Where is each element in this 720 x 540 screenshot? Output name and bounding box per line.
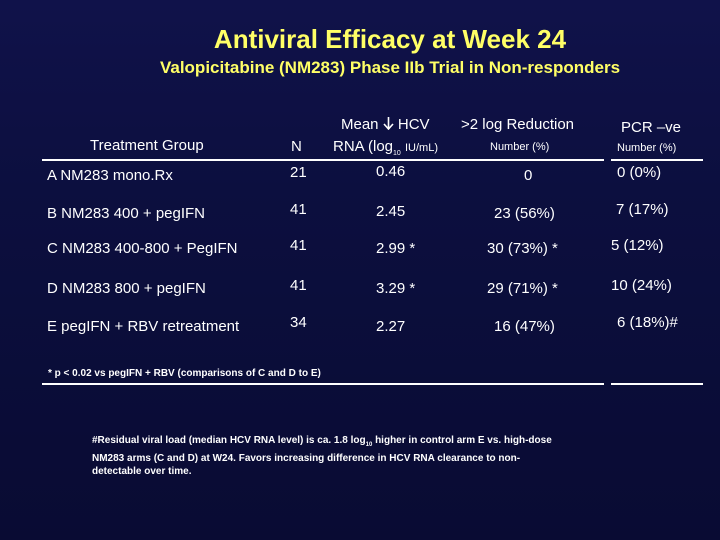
cell-mean: 2.27 <box>376 318 406 335</box>
note-text-part1: #Residual viral load (median HCV RNA lev… <box>92 435 366 446</box>
cell-pcr: 7 (17%) <box>616 201 669 218</box>
cell-mean: 3.29 * <box>376 280 416 297</box>
significance-footnote: * p < 0.02 vs pegIFN + RBV (comparisons … <box>48 368 321 379</box>
cell-reduction: 16 (47%) <box>494 318 555 335</box>
cell-group: A NM283 mono.Rx <box>47 167 173 184</box>
cell-n: 34 <box>290 314 307 331</box>
residual-viral-load-note: #Residual viral load (median HCV RNA lev… <box>92 434 562 478</box>
down-arrow-icon <box>383 117 394 130</box>
header-rule-right <box>611 159 703 161</box>
cell-n: 41 <box>290 201 307 218</box>
cell-reduction: 23 (56%) <box>494 205 555 222</box>
header-rule-left <box>42 159 604 161</box>
header-rna-prefix: RNA (log <box>333 138 394 155</box>
header-reduction: >2 log Reduction <box>461 116 574 133</box>
cell-n: 21 <box>290 164 307 181</box>
cell-n: 41 <box>290 277 307 294</box>
header-rna-units: RNA (log10 IU/mL) <box>333 138 438 157</box>
header-rna-suffix: IU/mL) <box>405 142 438 154</box>
cell-group: E pegIFN + RBV retreatment <box>47 318 240 335</box>
cell-n: 41 <box>290 237 307 254</box>
header-mean-hcv: Mean HCV <box>341 116 430 133</box>
slide-subtitle: Valopicitabine (NM283) Phase IIb Trial i… <box>159 58 621 77</box>
note-text-part2: higher in control arm E vs. high-dose NM… <box>92 435 552 477</box>
note-subscript: 10 <box>365 442 373 448</box>
cell-group: C NM283 400-800 + PegIFN <box>47 240 238 257</box>
cell-mean: 2.99 * <box>376 240 416 257</box>
cell-pcr: 5 (12%) <box>611 237 664 254</box>
header-treatment-group: Treatment Group <box>90 137 204 154</box>
cell-pcr: 0 (0%) <box>617 164 662 181</box>
cell-pcr: 10 (24%) <box>611 277 672 294</box>
cell-reduction: 0 <box>524 167 533 184</box>
cell-reduction: 29 (71%) * <box>487 280 558 297</box>
cell-pcr: 6 (18%)# <box>617 314 678 331</box>
header-mean-suffix: HCV <box>397 116 430 133</box>
header-n: N <box>291 138 302 155</box>
cell-mean: 2.45 <box>376 203 406 220</box>
header-mean-prefix: Mean <box>341 116 379 133</box>
cell-group: D NM283 800 + pegIFN <box>47 280 206 297</box>
table-bottom-rule-right <box>611 383 703 385</box>
header-reduction-sub: Number (%) <box>490 141 550 153</box>
table-bottom-rule-left <box>42 383 604 385</box>
header-pcr: PCR –ve <box>621 119 682 136</box>
cell-mean: 0.46 <box>376 163 406 180</box>
header-rna-sub: 10 <box>393 150 401 157</box>
cell-group: B NM283 400 + pegIFN <box>47 205 206 222</box>
header-pcr-sub: Number (%) <box>617 142 677 154</box>
slide-title: Antiviral Efficacy at Week 24 <box>213 24 567 54</box>
cell-reduction: 30 (73%) * <box>487 240 558 257</box>
